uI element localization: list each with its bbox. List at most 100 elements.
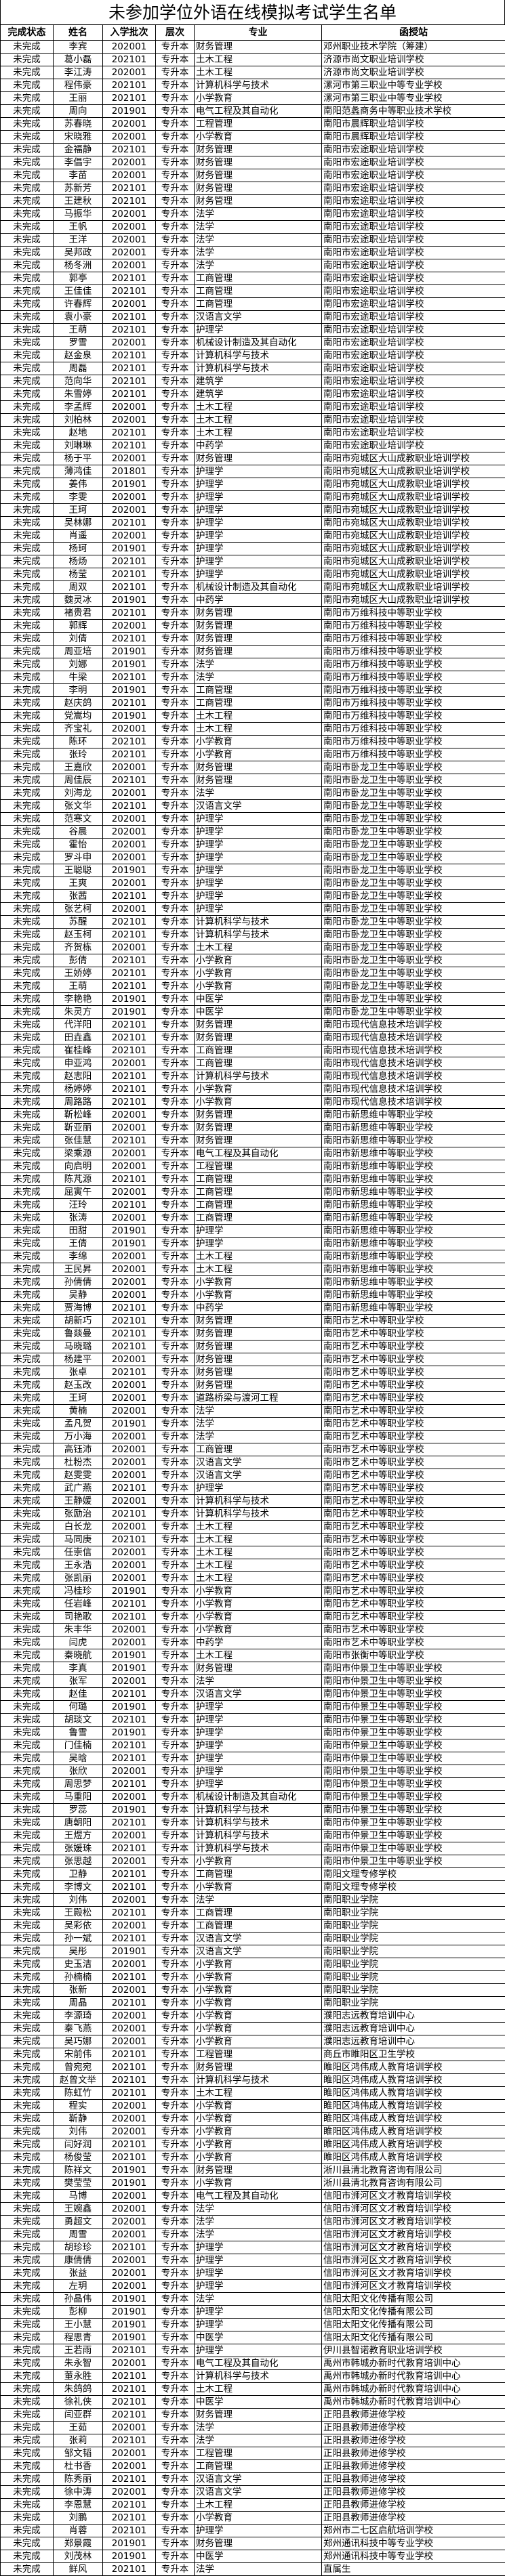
table-row: 未完成 罗蕊 201901 专升本 计算机科学与技术 南阳市仲景卫生中等职业学校 — [0, 1803, 505, 1817]
status-cell: 未完成 — [0, 2035, 54, 2048]
level-cell: 专升本 — [155, 117, 195, 131]
major-cell: 汉语言文学 — [194, 2485, 322, 2499]
major-cell: 计算机科学与技术 — [194, 1494, 322, 1508]
level-cell: 专升本 — [155, 2254, 195, 2267]
major-cell: 护理学 — [194, 2254, 322, 2267]
batch-cell: 202001 — [102, 1520, 156, 1534]
station-cell: 南阳市宏途职业培训学校 — [321, 156, 505, 169]
major-cell: 护理学 — [194, 542, 322, 555]
name-cell: 王帆 — [53, 220, 103, 234]
station-cell: 禹州市韩城办新时代教育培训中心 — [321, 2369, 505, 2383]
major-cell: 汉语言文学 — [194, 1932, 322, 1945]
level-cell: 专升本 — [155, 1623, 195, 1637]
level-cell: 专升本 — [155, 877, 195, 890]
batch-cell: 202101 — [102, 1082, 156, 1096]
major-cell: 法学 — [194, 1893, 322, 1907]
major-cell: 护理学 — [194, 902, 322, 916]
batch-cell: 201901 — [102, 2537, 156, 2550]
status-cell: 未完成 — [0, 2241, 54, 2254]
name-cell: 马重阳 — [53, 1790, 103, 1804]
table-row: 未完成 王萌 202101 专升本 护理学 南阳市宏途职业培训学校 — [0, 323, 505, 337]
level-cell: 专升本 — [155, 2550, 195, 2563]
batch-cell: 202001 — [102, 2215, 156, 2229]
status-cell: 未完成 — [0, 2189, 54, 2203]
table-row: 未完成 王娇婷 202101 专升本 小学教育 南阳市卧龙卫生中等职业学校 — [0, 967, 505, 980]
level-cell: 专升本 — [155, 645, 195, 658]
level-cell: 专升本 — [155, 503, 195, 517]
level-cell: 专升本 — [155, 1198, 195, 1212]
major-cell: 土木工程 — [194, 2086, 322, 2100]
name-cell: 屈寅午 — [53, 1185, 103, 1199]
level-cell: 专升本 — [155, 362, 195, 375]
level-cell: 专升本 — [155, 799, 195, 813]
name-cell: 闫好润 — [53, 2138, 103, 2151]
level-cell: 专升本 — [155, 1571, 195, 1585]
status-cell: 未完成 — [0, 2061, 54, 2074]
name-cell: 赵庆鸽 — [53, 696, 103, 710]
status-cell: 未完成 — [0, 2009, 54, 2023]
station-cell: 南阳市卧龙卫生中等职业学校 — [321, 992, 505, 1006]
level-cell: 专升本 — [155, 53, 195, 66]
station-cell: 南阳市万维科技中等职业学校 — [321, 735, 505, 748]
table-row: 未完成 白长龙 202001 专升本 土木工程 南阳市艺术中等职业学校 — [0, 1520, 505, 1534]
major-cell: 财务管理 — [194, 2408, 322, 2422]
table-row: 未完成 牛梁 202101 专升本 法学 南阳市万维科技中等职业学校 — [0, 671, 505, 684]
table-row: 未完成 刘娜 201901 专升本 法学 南阳市万维科技中等职业学校 — [0, 658, 505, 671]
name-cell: 王丽 — [53, 91, 103, 105]
status-cell: 未完成 — [0, 452, 54, 465]
table-row: 未完成 李恩慧 202101 专升本 土木工程 正阳县教师进修学校 — [0, 2498, 505, 2512]
level-cell: 专升本 — [155, 1739, 195, 1752]
status-cell: 未完成 — [0, 1134, 54, 1147]
major-cell: 中医学 — [194, 1005, 322, 1019]
table-row: 未完成 万小海 202001 专升本 法学 南阳市艺术中等职业学校 — [0, 1430, 505, 1443]
batch-cell: 202101 — [102, 2562, 156, 2576]
level-cell: 专升本 — [155, 864, 195, 877]
major-cell: 财务管理 — [194, 194, 322, 208]
status-cell: 未完成 — [0, 1842, 54, 1855]
station-cell: 南阳市卧龙卫生中等职业学校 — [321, 812, 505, 826]
name-cell: 褚贵君 — [53, 606, 103, 620]
name-cell: 陈祥文 — [53, 2163, 103, 2177]
status-cell: 未完成 — [0, 1649, 54, 1662]
name-cell: 程伟豪 — [53, 79, 103, 92]
batch-cell: 201901 — [102, 1237, 156, 1250]
station-cell: 南阳市宏途职业培训学校 — [321, 259, 505, 272]
level-cell: 专升本 — [155, 2176, 195, 2190]
batch-cell: 202101 — [102, 1906, 156, 1920]
station-cell: 南阳市艺术中等职业学校 — [321, 1340, 505, 1353]
batch-cell: 202101 — [102, 2524, 156, 2537]
status-cell: 未完成 — [0, 683, 54, 697]
status-cell: 未完成 — [0, 1906, 54, 1920]
status-cell: 未完成 — [0, 1250, 54, 1263]
batch-cell: 202001 — [102, 812, 156, 826]
level-cell: 专升本 — [155, 233, 195, 247]
level-cell: 专升本 — [155, 1443, 195, 1456]
batch-cell: 202101 — [102, 2408, 156, 2422]
status-cell: 未完成 — [0, 1327, 54, 1340]
batch-cell: 202001 — [102, 117, 156, 131]
station-cell: 南阳市艺术中等职业学校 — [321, 1366, 505, 1379]
batch-cell: 202001 — [102, 297, 156, 311]
name-cell: 葛小磊 — [53, 53, 103, 66]
major-cell: 小学教育 — [194, 979, 322, 993]
status-cell: 未完成 — [0, 1005, 54, 1019]
major-cell: 护理学 — [194, 2279, 322, 2293]
status-cell: 未完成 — [0, 490, 54, 504]
table-row: 未完成 袁小豪 202101 专升本 汉语言文学 南阳市宏途职业培训学校 — [0, 310, 505, 324]
name-cell: 李博文 — [53, 1880, 103, 1894]
major-cell: 计算机科学与技术 — [194, 1829, 322, 1842]
level-cell: 专升本 — [155, 1597, 195, 1611]
name-cell: 勇超文 — [53, 2215, 103, 2229]
table-row: 未完成 靳亚丽 202001 专升本 财务管理 南阳市新思维中等职业学校 — [0, 1121, 505, 1135]
major-cell: 财务管理 — [194, 143, 322, 156]
batch-cell: 202001 — [102, 838, 156, 851]
status-cell: 未完成 — [0, 1610, 54, 1624]
status-cell: 未完成 — [0, 233, 54, 247]
table-row: 未完成 周雪 202001 专升本 法学 信阳市浉河区文才教育培训学校 — [0, 2228, 505, 2241]
page-title: 未参加学位外语在线模拟考试学生名单 — [0, 0, 505, 24]
batch-cell: 202001 — [102, 2125, 156, 2138]
station-cell: 濮阳志远教育培训中心 — [321, 2022, 505, 2035]
station-cell: 南阳市新思维中等职业学校 — [321, 1121, 505, 1135]
station-cell: 南阳市艺术中等职业学校 — [321, 1533, 505, 1546]
level-cell: 专升本 — [155, 2125, 195, 2138]
